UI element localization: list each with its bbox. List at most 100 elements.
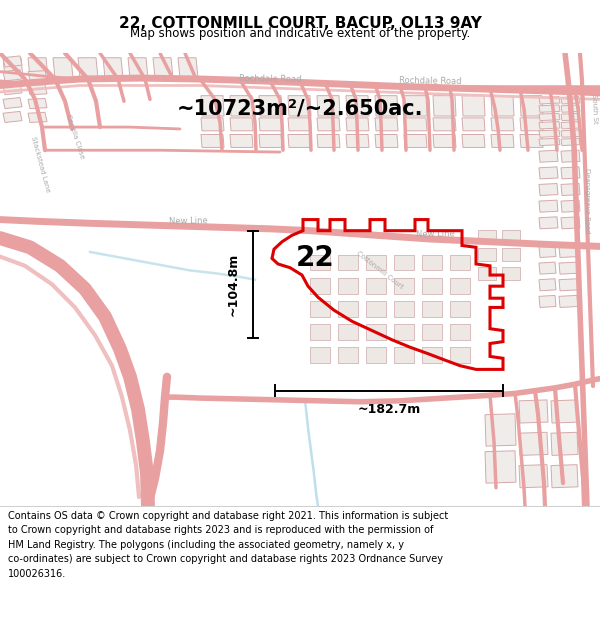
Polygon shape — [433, 134, 456, 148]
Polygon shape — [519, 464, 548, 488]
Polygon shape — [422, 278, 442, 294]
Polygon shape — [559, 246, 578, 258]
Polygon shape — [310, 348, 330, 363]
Text: ~10723m²/~2.650ac.: ~10723m²/~2.650ac. — [177, 99, 423, 119]
Polygon shape — [559, 296, 578, 308]
Text: Cottonmill Court: Cottonmill Court — [356, 251, 404, 291]
Text: New Line: New Line — [416, 229, 454, 239]
Polygon shape — [201, 134, 224, 148]
Polygon shape — [520, 96, 543, 116]
Polygon shape — [346, 118, 369, 131]
Polygon shape — [539, 150, 558, 162]
Polygon shape — [462, 118, 485, 131]
Polygon shape — [366, 348, 386, 363]
Text: South St: South St — [592, 94, 599, 124]
Polygon shape — [519, 400, 548, 423]
Polygon shape — [201, 96, 224, 116]
Text: Rochdale Road: Rochdale Road — [239, 74, 301, 84]
Polygon shape — [551, 432, 578, 456]
Polygon shape — [259, 118, 282, 131]
Polygon shape — [559, 262, 578, 274]
Polygon shape — [462, 134, 485, 148]
Polygon shape — [375, 118, 398, 131]
Polygon shape — [433, 96, 456, 116]
Polygon shape — [178, 58, 198, 78]
Polygon shape — [259, 134, 282, 148]
Polygon shape — [366, 324, 386, 340]
Polygon shape — [561, 150, 580, 162]
Polygon shape — [539, 113, 560, 121]
Polygon shape — [561, 121, 580, 129]
Polygon shape — [394, 255, 414, 271]
Text: 22, COTTONMILL COURT, BACUP, OL13 9AY: 22, COTTONMILL COURT, BACUP, OL13 9AY — [119, 16, 481, 31]
Polygon shape — [404, 96, 427, 116]
Polygon shape — [259, 96, 282, 116]
Polygon shape — [3, 111, 22, 123]
Polygon shape — [310, 301, 330, 317]
Polygon shape — [491, 134, 514, 148]
Polygon shape — [346, 134, 369, 148]
Polygon shape — [561, 138, 580, 146]
Polygon shape — [561, 200, 580, 212]
Polygon shape — [462, 96, 485, 116]
Polygon shape — [539, 217, 558, 229]
Polygon shape — [502, 230, 520, 242]
Polygon shape — [539, 296, 556, 308]
Polygon shape — [450, 255, 470, 271]
Polygon shape — [28, 58, 48, 78]
Polygon shape — [520, 134, 543, 148]
Polygon shape — [317, 134, 340, 148]
Polygon shape — [310, 324, 330, 340]
Polygon shape — [317, 96, 340, 116]
Polygon shape — [561, 130, 580, 138]
Polygon shape — [539, 200, 558, 212]
Polygon shape — [478, 248, 496, 261]
Polygon shape — [422, 255, 442, 271]
Polygon shape — [404, 118, 427, 131]
Text: ~182.7m: ~182.7m — [358, 402, 421, 416]
Polygon shape — [3, 56, 22, 67]
Text: 22: 22 — [296, 244, 334, 272]
Polygon shape — [450, 278, 470, 294]
Polygon shape — [28, 112, 47, 123]
Polygon shape — [338, 278, 358, 294]
Polygon shape — [317, 118, 340, 131]
Polygon shape — [375, 96, 398, 116]
Polygon shape — [561, 97, 580, 104]
Polygon shape — [519, 432, 548, 456]
Polygon shape — [561, 217, 580, 229]
Polygon shape — [478, 267, 496, 280]
Polygon shape — [539, 130, 560, 138]
Polygon shape — [450, 301, 470, 317]
Polygon shape — [394, 301, 414, 317]
Polygon shape — [28, 98, 47, 109]
Polygon shape — [539, 121, 560, 129]
Polygon shape — [28, 71, 47, 81]
Polygon shape — [491, 96, 514, 116]
Polygon shape — [491, 118, 514, 131]
Polygon shape — [422, 348, 442, 363]
Polygon shape — [485, 414, 516, 446]
Polygon shape — [561, 105, 580, 112]
Polygon shape — [3, 98, 22, 109]
Polygon shape — [53, 58, 73, 78]
Polygon shape — [366, 255, 386, 271]
Polygon shape — [539, 279, 556, 291]
Polygon shape — [551, 400, 578, 423]
Polygon shape — [230, 134, 253, 148]
Polygon shape — [394, 278, 414, 294]
Polygon shape — [502, 248, 520, 261]
Polygon shape — [153, 58, 173, 78]
Polygon shape — [394, 324, 414, 340]
Polygon shape — [338, 348, 358, 363]
Polygon shape — [338, 301, 358, 317]
Polygon shape — [3, 84, 22, 95]
Polygon shape — [78, 58, 98, 78]
Polygon shape — [539, 262, 556, 274]
Polygon shape — [366, 301, 386, 317]
Polygon shape — [478, 230, 496, 242]
Polygon shape — [394, 348, 414, 363]
Polygon shape — [128, 58, 148, 78]
Text: ~104.8m: ~104.8m — [227, 253, 239, 316]
Polygon shape — [310, 278, 330, 294]
